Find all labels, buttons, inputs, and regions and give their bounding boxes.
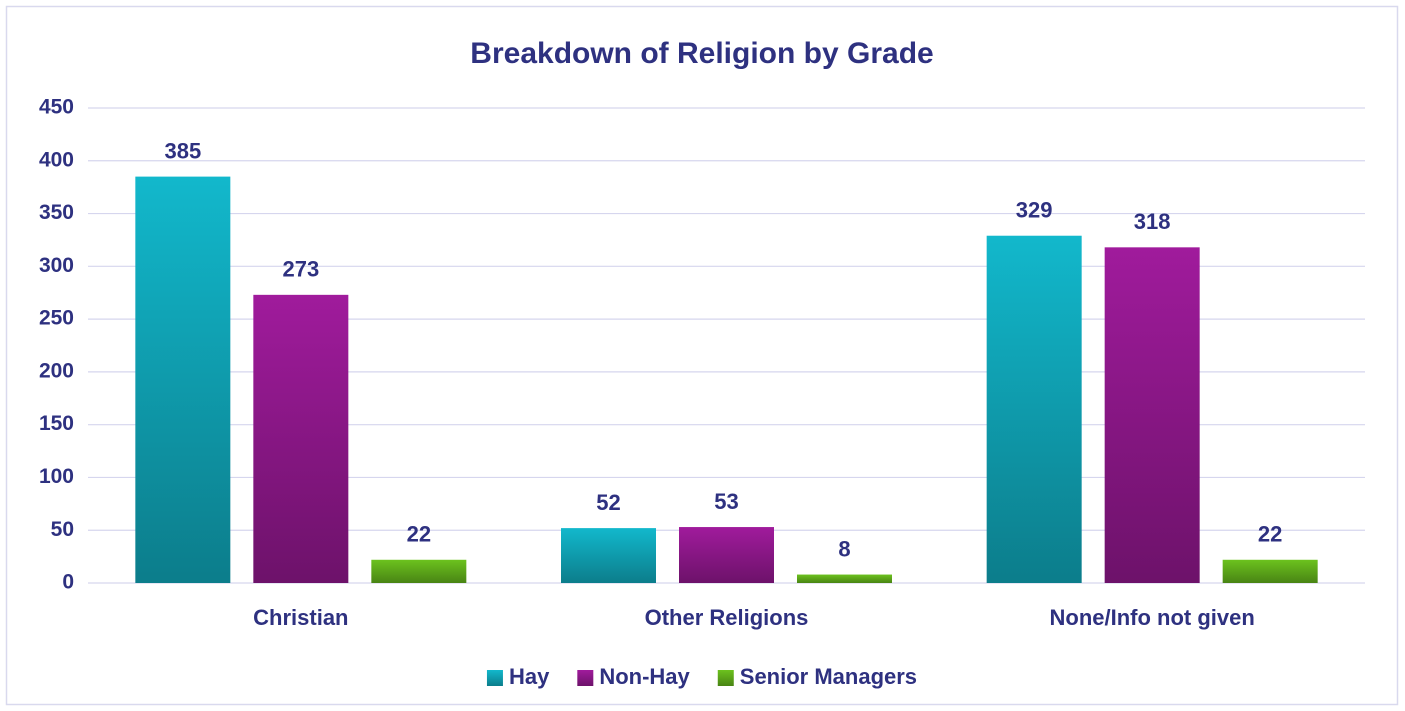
chart-title: Breakdown of Religion by Grade [470, 37, 933, 70]
data-label: 329 [1016, 198, 1053, 223]
y-tick-label: 150 [39, 412, 74, 435]
y-tick-label: 300 [39, 254, 74, 277]
bar [371, 559, 467, 583]
x-tick-label: Other Religions [645, 605, 809, 630]
x-tick-label: None/Info not given [1050, 605, 1255, 630]
bar [1104, 247, 1200, 584]
data-label: 53 [714, 489, 738, 514]
data-label: 273 [282, 257, 319, 282]
bar [679, 527, 774, 583]
x-tick-label: Christian [253, 605, 348, 630]
legend-label: Non-Hay [599, 664, 690, 689]
legend-label: Hay [509, 664, 550, 689]
bar [253, 294, 349, 583]
data-label: 8 [838, 536, 850, 561]
bar [561, 528, 656, 583]
legend-swatch [486, 670, 503, 686]
y-tick-label: 350 [39, 201, 74, 224]
bar [135, 176, 231, 583]
legend-swatch [717, 670, 734, 686]
y-tick-label: 450 [39, 96, 74, 119]
y-tick-label: 50 [51, 518, 74, 541]
y-tick-label: 0 [62, 571, 74, 594]
bar [986, 235, 1082, 583]
bar [797, 574, 892, 583]
data-label: 318 [1134, 209, 1171, 234]
y-tick-label: 100 [39, 465, 74, 488]
data-label: 385 [164, 138, 201, 163]
legend-swatch [577, 670, 594, 686]
bar [1222, 559, 1318, 583]
y-tick-label: 200 [39, 359, 74, 382]
y-tick-label: 400 [39, 148, 74, 171]
data-label: 22 [407, 522, 431, 547]
legend-label: Senior Managers [740, 664, 917, 689]
data-label: 52 [596, 490, 620, 515]
y-tick-label: 250 [39, 307, 74, 330]
data-label: 22 [1258, 522, 1282, 547]
